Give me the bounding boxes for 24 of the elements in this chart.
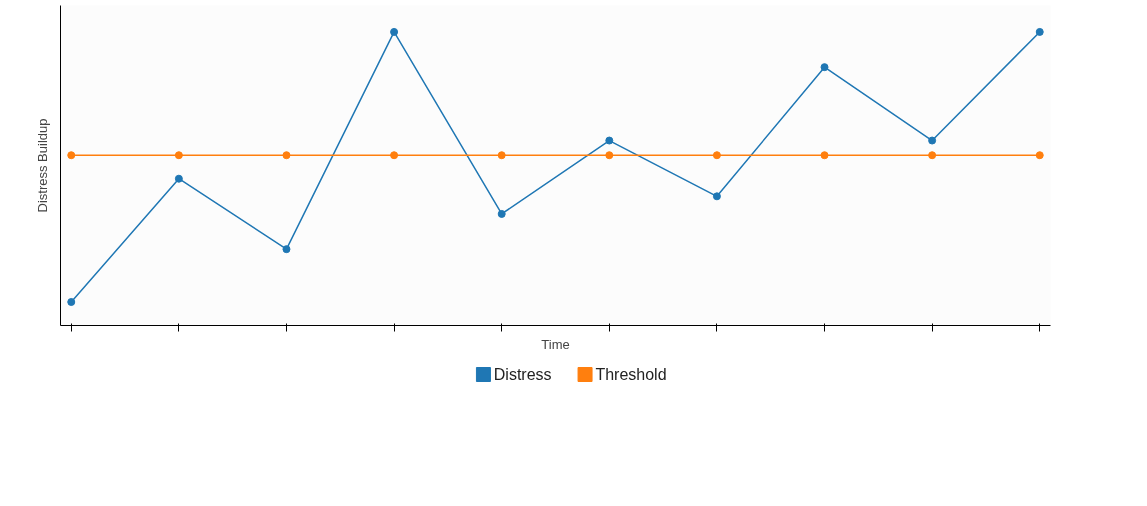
point [67, 298, 76, 307]
point [174, 174, 183, 183]
point [282, 151, 291, 160]
point [820, 151, 829, 160]
point [712, 151, 721, 160]
point [820, 63, 829, 72]
point [390, 151, 399, 160]
point [174, 151, 183, 160]
point [712, 192, 721, 201]
point [928, 151, 937, 160]
point [1035, 27, 1044, 36]
point [928, 136, 937, 145]
point [605, 136, 614, 145]
point [497, 151, 506, 160]
point [390, 27, 399, 36]
legend-label: Threshold [595, 366, 667, 383]
point [282, 245, 291, 254]
point [497, 209, 506, 218]
point [1035, 151, 1044, 160]
x-axis-title: Time [541, 336, 570, 352]
point [605, 151, 614, 160]
point [67, 151, 76, 160]
legend-label: Distress [493, 366, 552, 383]
y-axis-title: Distress Buildup [34, 118, 50, 213]
